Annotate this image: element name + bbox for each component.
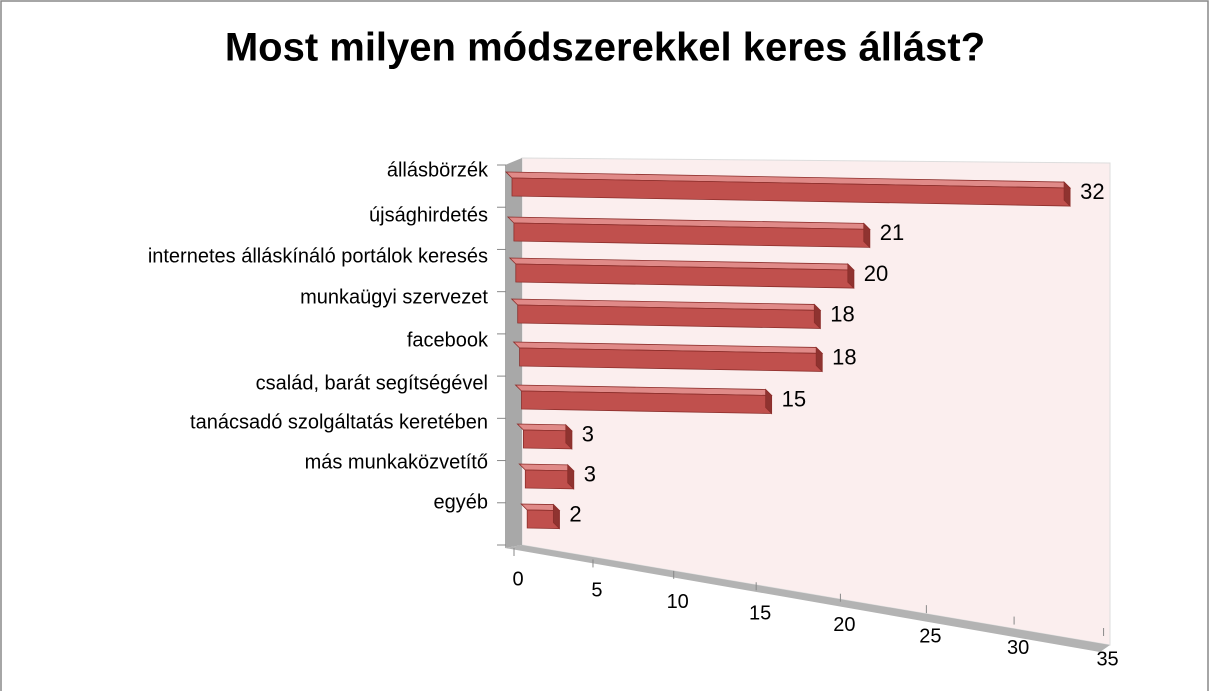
category-label: internetes álláskínáló portálok keresés [148,245,488,267]
bar-end [567,463,575,490]
x-tick-label: 10 [667,591,689,613]
bar-front [523,429,573,450]
value-label: 2 [569,501,581,526]
x-tick-label: 5 [591,580,602,602]
category-label: tanácsadó szolgáltatás keretében [190,411,488,433]
value-label: 3 [582,422,594,447]
bar [506,216,871,249]
bar [508,257,855,290]
x-tick-label: 20 [833,614,855,636]
value-label: 20 [864,261,888,286]
chart-title: Most milyen módszerekkel keres állást? [225,26,985,70]
bar [514,384,773,415]
x-tick-label: 25 [919,625,941,647]
x-tick-label: 0 [512,568,523,590]
bar [505,171,1072,208]
bar [518,463,575,490]
bar-end [552,503,560,530]
value-label: 18 [830,301,854,326]
category-label: facebook [407,329,489,351]
bar-end [1063,181,1071,208]
bar [520,503,561,530]
bar-end [815,346,823,373]
bar [512,341,824,373]
category-label: család, barát segítségével [256,372,488,394]
bar-end [813,303,821,330]
side-wall [505,158,522,548]
value-label: 32 [1080,179,1104,204]
bar-end [765,388,773,415]
x-tick-label: 35 [1096,648,1118,670]
bar-front [524,469,575,490]
value-label: 21 [880,220,904,245]
category-label: állásbörzék [387,159,489,181]
category-label: munkaügyi szervezet [300,286,488,308]
category-label: egyéb [434,491,489,513]
bar-end [847,263,855,290]
category-label: újsághirdetés [369,204,488,226]
x-tick-label: 30 [1007,637,1029,659]
floor [505,545,1110,652]
value-label: 18 [832,344,856,369]
bar-end [863,222,871,249]
bar-end [565,423,573,450]
value-label: 15 [782,386,806,411]
bar [516,423,573,450]
value-label: 3 [584,462,596,487]
x-tick-label: 15 [749,603,771,625]
category-label: más munkaközvetítő [305,451,488,473]
bar [510,298,822,330]
